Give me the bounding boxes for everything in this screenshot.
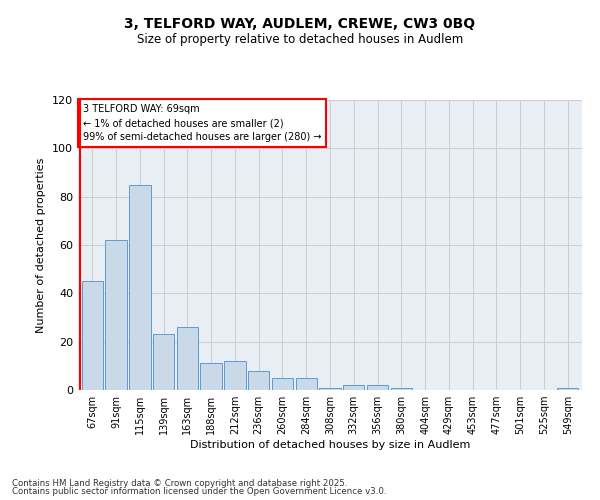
Text: Contains public sector information licensed under the Open Government Licence v3: Contains public sector information licen…: [12, 487, 386, 496]
Bar: [82, 281, 103, 390]
Text: Contains HM Land Registry data © Crown copyright and database right 2025.: Contains HM Land Registry data © Crown c…: [12, 478, 347, 488]
Bar: [391, 388, 412, 390]
Bar: [272, 378, 293, 390]
Bar: [200, 364, 222, 390]
Bar: [367, 385, 388, 390]
Bar: [176, 327, 198, 390]
Bar: [248, 370, 269, 390]
Bar: [153, 334, 174, 390]
Bar: [296, 378, 317, 390]
Text: 3 TELFORD WAY: 69sqm
← 1% of detached houses are smaller (2)
99% of semi-detache: 3 TELFORD WAY: 69sqm ← 1% of detached ho…: [83, 104, 322, 142]
Y-axis label: Number of detached properties: Number of detached properties: [37, 158, 46, 332]
Bar: [343, 385, 364, 390]
Bar: [557, 388, 578, 390]
Bar: [224, 361, 245, 390]
Text: Size of property relative to detached houses in Audlem: Size of property relative to detached ho…: [137, 32, 463, 46]
Text: 3, TELFORD WAY, AUDLEM, CREWE, CW3 0BQ: 3, TELFORD WAY, AUDLEM, CREWE, CW3 0BQ: [124, 18, 476, 32]
Bar: [319, 388, 341, 390]
Bar: [106, 240, 127, 390]
Bar: [129, 184, 151, 390]
X-axis label: Distribution of detached houses by size in Audlem: Distribution of detached houses by size …: [190, 440, 470, 450]
